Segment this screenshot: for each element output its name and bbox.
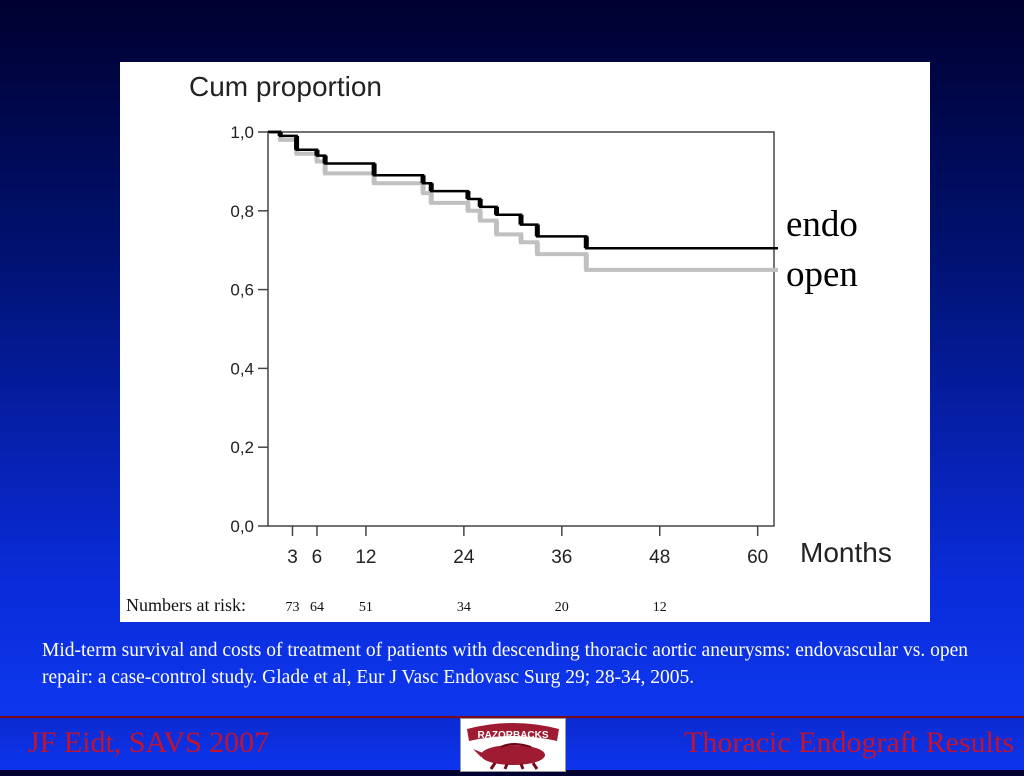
x-tick-label: 24 (453, 547, 475, 568)
chart-title: Cum proportion (189, 71, 382, 102)
risk-count: 20 (555, 600, 569, 615)
x-tick-label: 60 (747, 547, 768, 568)
y-tick-label: 0,0 (230, 517, 254, 536)
legend: endo open (786, 200, 896, 300)
x-tick-label: 6 (312, 547, 323, 568)
survival-chart: Cum proportion 1,0 0,8 0,6 0,4 0,2 0,0 3 6 12 24 3… (126, 71, 892, 615)
risk-count: 34 (457, 600, 471, 615)
x-axis-label: Months (800, 537, 892, 568)
x-tick-label: 3 (287, 547, 298, 568)
numbers-at-risk-row: 73 64 51 34 20 12 (285, 600, 666, 615)
y-tick-label: 1,0 (230, 123, 254, 142)
chart-panel: Cum proportion 1,0 0,8 0,6 0,4 0,2 0,0 3 6 12 24 3… (120, 62, 930, 622)
footer-title: Thoracic Endograft Results (684, 726, 1014, 759)
legend-entry-endo: endo (786, 204, 858, 245)
plot-frame (267, 131, 775, 527)
series-layer (268, 130, 778, 272)
x-tick-label: 36 (551, 547, 572, 568)
footer-bar: JF Eidt, SAVS 2007 RAZORBACKS Thoracic E… (0, 716, 1024, 772)
razorbacks-logo: RAZORBACKS (460, 718, 566, 772)
risk-count: 73 (285, 600, 299, 615)
x-tick-label: 12 (355, 547, 376, 568)
y-tick-label: 0,4 (230, 359, 254, 378)
citation-caption: Mid-term survival and costs of treatment… (42, 640, 968, 688)
risk-count: 51 (359, 600, 373, 615)
numbers-at-risk-label: Numbers at risk: (126, 595, 246, 615)
svg-text:RAZORBACKS: RAZORBACKS (477, 730, 548, 741)
series-line-endo (268, 130, 774, 250)
y-tick-label: 0,2 (230, 438, 254, 457)
risk-count: 12 (653, 600, 667, 615)
footer-author: JF Eidt, SAVS 2007 (28, 726, 270, 759)
y-tick-label: 0,8 (230, 202, 254, 221)
axes: 1,0 0,8 0,6 0,4 0,2 0,0 3 6 12 24 36 48 60 (230, 123, 775, 568)
legend-entry-open: open (786, 254, 858, 295)
x-tick-label: 48 (649, 547, 670, 568)
y-tick-label: 0,6 (230, 281, 254, 300)
risk-count: 64 (310, 600, 324, 615)
